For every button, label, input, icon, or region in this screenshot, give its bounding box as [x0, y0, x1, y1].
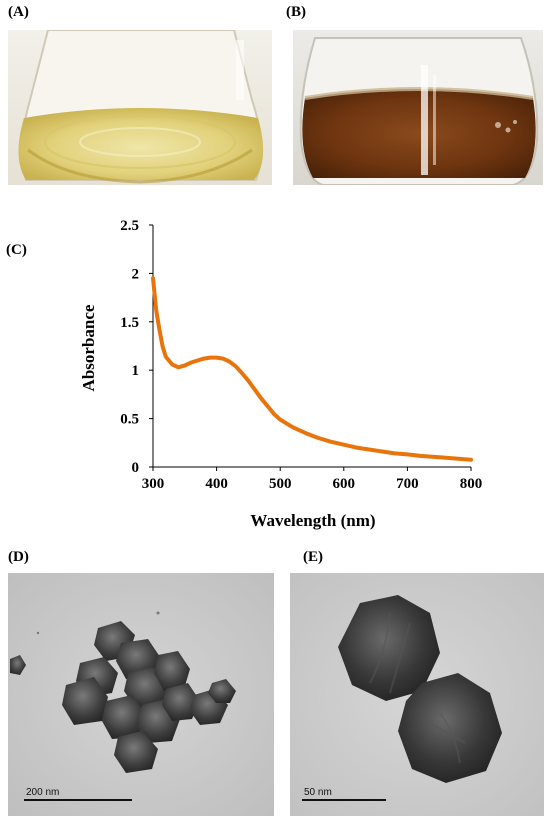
tem-image-d: 200 nm — [8, 573, 274, 816]
photo-flask-yellow — [8, 30, 272, 185]
panel-label-a: (A) — [8, 4, 29, 20]
y-tick-label: 1 — [132, 363, 140, 379]
x-tick-label: 800 — [460, 476, 483, 492]
panel-label-b: (B) — [286, 4, 306, 20]
panel-label-d: (D) — [8, 549, 29, 565]
absorbance-line — [151, 276, 473, 462]
y-tick-label: 2 — [132, 266, 140, 282]
scale-bar-line-d — [24, 799, 132, 801]
y-tick-label: 0 — [132, 460, 140, 476]
y-axis-title: Absorbance — [79, 304, 98, 391]
x-tick-label: 700 — [396, 476, 419, 492]
photo-flask-brown — [293, 30, 543, 185]
tem-image-e: 50 nm — [290, 573, 544, 816]
scale-bar-label-e: 50 nm — [304, 787, 332, 798]
scale-bar-label-d: 200 nm — [26, 787, 59, 798]
y-tick-label: 0.5 — [120, 412, 139, 428]
y-tick-label: 1.5 — [120, 315, 139, 331]
scale-bar-line-e — [302, 799, 386, 801]
x-tick-label: 400 — [205, 476, 228, 492]
panel-label-c: (C) — [6, 242, 27, 258]
absorbance-chart: 300 400 500 600 700 800 0 0.5 1 1.5 2 2.5 Wavelengt… — [79, 218, 483, 530]
x-tick-label: 600 — [333, 476, 356, 492]
y-tick-label: 2.5 — [120, 218, 139, 234]
x-tick-label: 500 — [269, 476, 292, 492]
x-tick-label: 300 — [142, 476, 165, 492]
x-axis-title: Wavelength (nm) — [250, 511, 375, 530]
panel-label-e: (E) — [303, 549, 323, 565]
